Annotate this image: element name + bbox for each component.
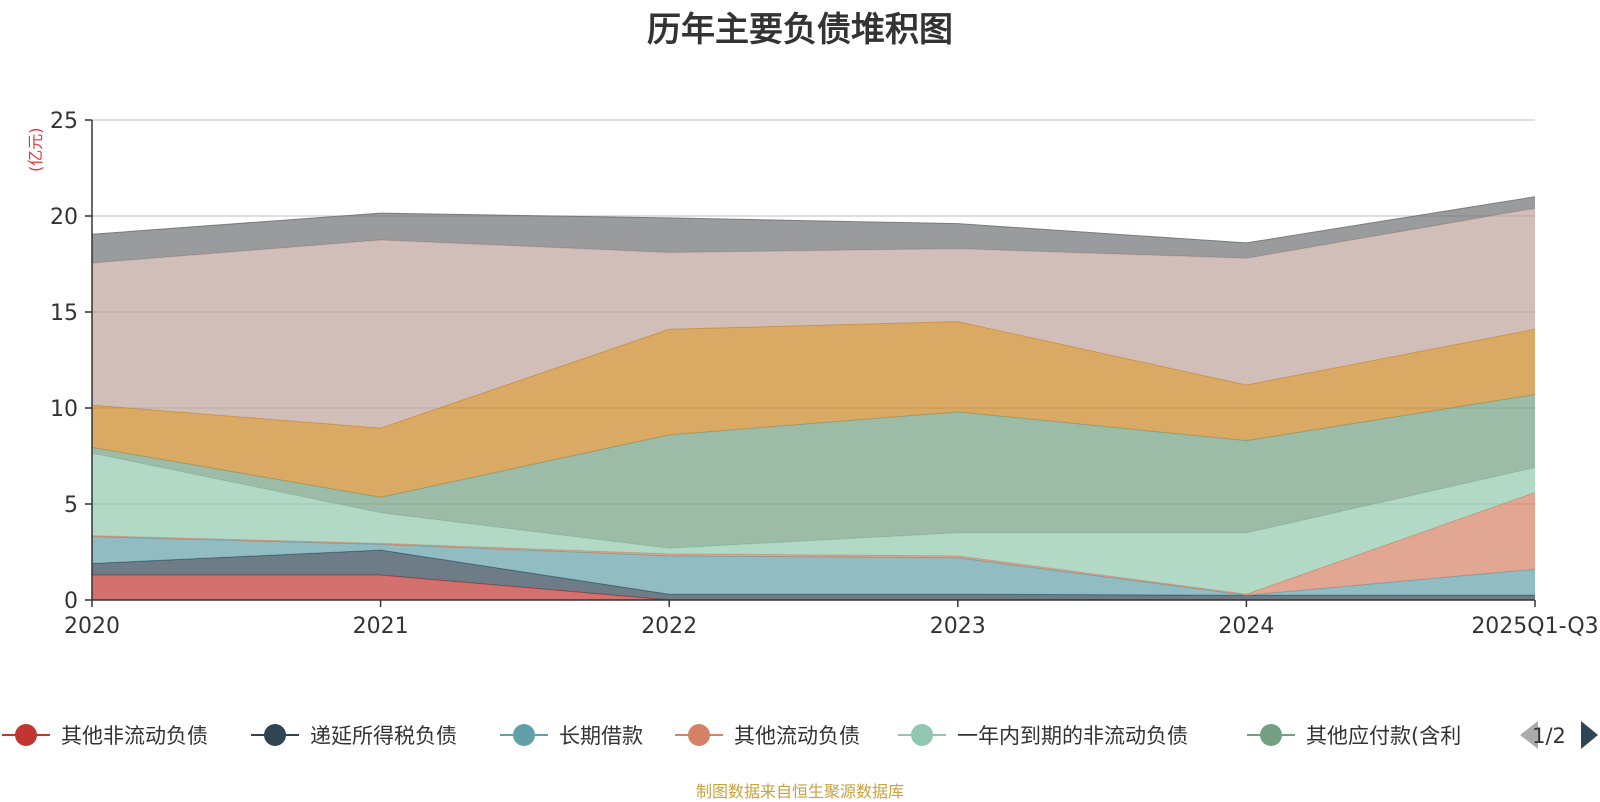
axes: 0 5 10 15 20 25 2020 2021 2022 2023 2024 2025Q1-Q3 (50, 109, 1599, 639)
legend-item[interactable]: 一年内到期的非流动负债 (898, 724, 1188, 748)
legend-marker (15, 724, 37, 746)
legend-label: 其他应付款(含利 (1306, 724, 1461, 748)
area-7 (92, 321, 1535, 498)
y-tick-label: 25 (50, 109, 78, 134)
legend-label: 递延所得税负债 (310, 724, 457, 748)
area-3 (92, 536, 1535, 596)
legend-page-indicator: 1/2 (1532, 724, 1566, 748)
legend-prev-page-icon[interactable] (1520, 721, 1538, 749)
legend-marker (911, 724, 933, 746)
area-9 (92, 196, 1535, 264)
y-tick-label: 10 (50, 397, 78, 422)
x-tick-label: 2022 (641, 614, 697, 639)
legend-label: 其他流动负债 (734, 724, 860, 748)
legend-marker (1260, 724, 1282, 746)
x-tick-label: 2020 (64, 614, 120, 639)
legend-label: 长期借款 (559, 724, 643, 748)
legend-item[interactable]: 其他应付款(含利 (1247, 724, 1461, 748)
legend-item[interactable]: 长期借款 (500, 724, 643, 748)
x-tick-label: 2023 (930, 614, 986, 639)
data-source-note: 制图数据来自恒生聚源数据库 (695, 782, 904, 801)
y-tick-label: 0 (64, 589, 78, 614)
x-tick-label: 2021 (353, 614, 409, 639)
legend-next-page-icon[interactable] (1581, 721, 1598, 749)
legend[interactable]: 其他非流动负债 递延所得税负债 长期借款 其他流动负债 一年内到期的非流动负债 其他应付款… (2, 721, 1598, 749)
area-series (91, 196, 1536, 601)
area-5 (92, 453, 1535, 595)
legend-marker (513, 724, 535, 746)
area-2 (92, 550, 1535, 600)
area-8 (92, 208, 1535, 429)
legend-label: 其他非流动负债 (61, 724, 208, 748)
legend-marker (688, 724, 710, 746)
x-tick-label: 2025Q1-Q3 (1471, 614, 1598, 639)
legend-item[interactable]: 其他流动负债 (675, 724, 860, 748)
area-edge-9 (91, 196, 1536, 244)
legend-item[interactable]: 递延所得税负债 (251, 724, 457, 748)
legend-label: 一年内到期的非流动负债 (957, 724, 1188, 748)
x-tick-label: 2024 (1218, 614, 1274, 639)
area-6 (92, 394, 1535, 549)
chart-title: 历年主要负债堆积图 (647, 10, 953, 50)
legend-item[interactable]: 其他非流动负债 (2, 724, 208, 748)
legend-marker (264, 724, 286, 746)
y-tick-label: 15 (50, 301, 78, 326)
area-1 (92, 575, 1535, 600)
y-tick-label: 5 (64, 493, 78, 518)
y-tick-label: 20 (50, 205, 78, 230)
